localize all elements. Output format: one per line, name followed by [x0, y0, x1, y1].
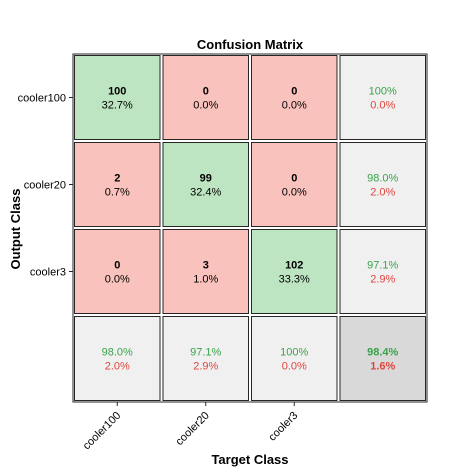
y-tick-label: cooler20	[24, 180, 66, 192]
y-axis-label: Output Class	[8, 189, 23, 270]
matrix-cell-2-1	[162, 229, 249, 314]
matrix-cell-1-0	[74, 142, 161, 227]
cell-count-1-1: 99	[200, 173, 212, 185]
column-summary-0-correct: 98.0%	[102, 347, 133, 359]
row-summary-2-incorrect: 2.9%	[370, 274, 395, 286]
column-summary-2-correct: 100%	[280, 347, 308, 359]
row-summary-cell-1	[339, 142, 426, 227]
column-summary-2-incorrect: 0.0%	[282, 361, 307, 373]
cell-count-0-0: 100	[108, 86, 126, 98]
matrix-cell-1-2	[251, 142, 338, 227]
cell-percent-1-2: 0.0%	[282, 187, 307, 199]
cell-count-2-1: 3	[203, 260, 209, 272]
row-summary-2-correct: 97.1%	[367, 260, 398, 272]
matrix-cell-2-0	[74, 229, 161, 314]
cell-percent-2-1: 1.0%	[193, 274, 218, 286]
column-summary-cell-1	[162, 316, 249, 401]
chart-title: Confusion Matrix	[197, 37, 304, 52]
matrix-cells	[72, 53, 428, 403]
column-summary-0-incorrect: 2.0%	[105, 361, 130, 373]
cell-count-2-0: 0	[114, 260, 120, 272]
column-summary-cell-0	[74, 316, 161, 401]
overall-incorrect: 1.6%	[370, 361, 395, 373]
matrix-cell-0-1	[162, 55, 249, 140]
matrix-cell-2-2	[251, 229, 338, 314]
cell-count-0-1: 0	[203, 86, 209, 98]
row-summary-0-correct: 100%	[369, 86, 397, 98]
cell-count-1-0: 2	[114, 173, 120, 185]
y-tick-label: cooler3	[30, 267, 66, 279]
matrix-cell-1-1	[162, 142, 249, 227]
cell-percent-0-0: 32.7%	[102, 100, 133, 112]
matrix-cell-texts: 100 32.7% 0 0.0% 0 0.0% 100% 0.0% 2 0.7% 99 32.4% 0 0…	[102, 86, 399, 373]
cell-percent-0-2: 0.0%	[282, 100, 307, 112]
row-summary-cell-2	[339, 229, 426, 314]
matrix-frame	[72, 53, 428, 403]
overall-accuracy-cell	[339, 316, 426, 401]
cell-count-0-2: 0	[291, 86, 297, 98]
row-summary-1-correct: 98.0%	[367, 173, 398, 185]
y-tick-label: cooler100	[18, 93, 66, 105]
row-summary-0-incorrect: 0.0%	[370, 100, 395, 112]
cell-percent-2-2: 33.3%	[279, 274, 310, 286]
column-summary-cell-2	[251, 316, 338, 401]
row-summary-1-incorrect: 2.0%	[370, 187, 395, 199]
matrix-cell-0-0	[74, 55, 161, 140]
cell-count-2-2: 102	[285, 260, 303, 272]
x-axis-label: Target Class	[211, 452, 288, 467]
overall-correct: 98.4%	[367, 347, 398, 359]
cell-percent-2-0: 0.0%	[105, 274, 130, 286]
column-summary-1-correct: 97.1%	[190, 347, 221, 359]
cell-percent-0-1: 0.0%	[193, 100, 218, 112]
cell-count-1-2: 0	[291, 173, 297, 185]
cell-percent-1-0: 0.7%	[105, 187, 130, 199]
cell-percent-1-1: 32.4%	[190, 187, 221, 199]
row-summary-cell-0	[339, 55, 426, 140]
column-summary-1-incorrect: 2.9%	[193, 361, 218, 373]
matrix-cell-0-2	[251, 55, 338, 140]
